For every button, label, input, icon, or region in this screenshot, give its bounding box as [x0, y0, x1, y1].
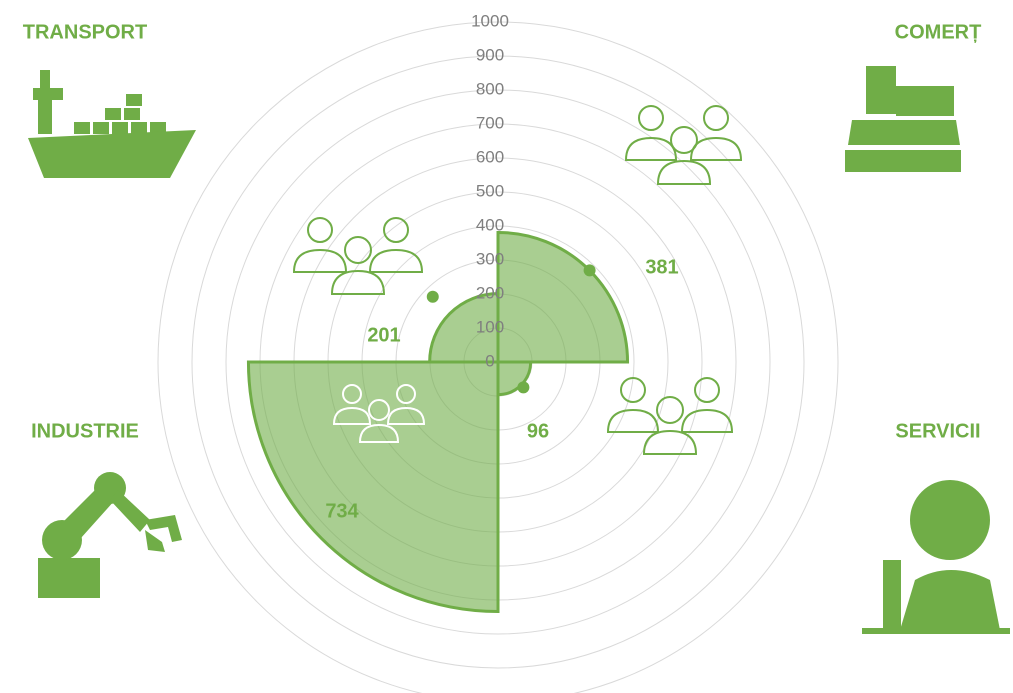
people-icon — [292, 217, 424, 295]
people-icon — [606, 377, 734, 455]
r-tick-label: 400 — [476, 215, 504, 234]
labels: 0 100 200 300 400 500 600 700 800 900 1000 381 COMER… — [23, 11, 982, 522]
label-dot — [583, 264, 596, 277]
category-label: COMERȚ — [895, 21, 982, 43]
r-tick-label: 700 — [476, 113, 504, 132]
sector — [246, 360, 500, 614]
r-tick-label: 600 — [476, 147, 504, 166]
category-label: TRANSPORT — [23, 21, 147, 43]
r-tick-label: 200 — [476, 283, 504, 302]
grid-ring — [225, 89, 771, 635]
value-label: 96 — [527, 420, 549, 442]
category-label: SERVICII — [895, 420, 980, 442]
robot-icon — [38, 472, 182, 598]
r-tick-label: 500 — [476, 181, 504, 200]
label-dot — [517, 381, 530, 394]
register-icon — [845, 66, 961, 172]
grid-ring — [157, 21, 839, 693]
r-tick-label: 100 — [476, 317, 504, 336]
people-icon — [624, 105, 743, 185]
category-label: INDUSTRIE — [31, 420, 139, 442]
sector — [496, 230, 630, 364]
value-label: 734 — [325, 500, 359, 522]
sectors — [246, 230, 630, 614]
people-icon — [332, 384, 426, 443]
value-label: 381 — [645, 256, 678, 278]
grid-ring — [191, 55, 805, 669]
r-tick-label: 0 — [485, 351, 494, 370]
r-tick-label: 800 — [476, 79, 504, 98]
label-dot — [426, 290, 439, 303]
r-tick-label: 300 — [476, 249, 504, 268]
value-label: 201 — [367, 324, 400, 346]
waiter-icon — [862, 480, 1010, 634]
r-tick-label: 900 — [476, 45, 504, 64]
ship-icon — [28, 70, 196, 178]
sector — [428, 292, 500, 364]
r-tick-label: 1000 — [471, 11, 509, 30]
